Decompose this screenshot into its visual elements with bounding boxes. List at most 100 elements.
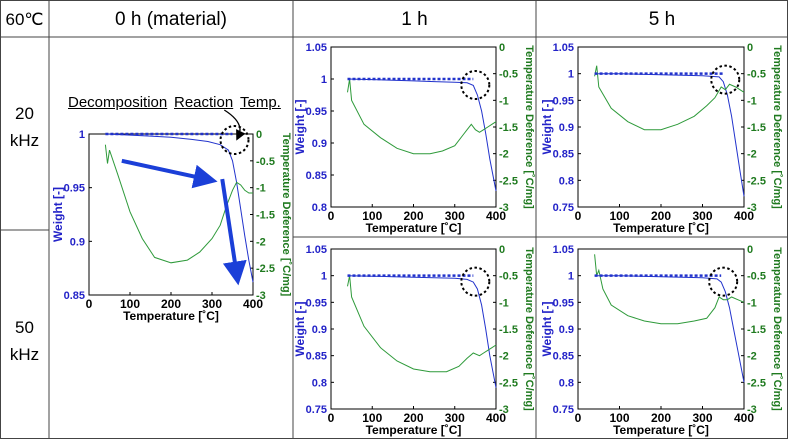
x-tick-label: 0 [328,411,335,425]
y-tick-label: 0.8 [312,377,327,389]
y2-tick-label: -0.5 [747,271,766,283]
x-tick-label: 100 [362,411,382,425]
y2-tick-label: -1 [747,297,757,309]
x-tick-label: 300 [692,411,712,425]
y2-axis-title: Temperature Deference [˚C/mg] [771,247,783,411]
y2-tick-label: 0 [256,129,262,141]
y2-tick-label: -3 [747,202,757,214]
x-axis-title: Temperature [˚C] [123,309,219,323]
y-tick-label: 1 [568,69,574,81]
y-tick-label: 0.9 [312,324,327,336]
y-axis-title: Weight [-] [540,301,554,356]
y-tick-label: 0.75 [553,202,574,214]
chart-svg-1h-20khz: 0 100 200 300 400 0.8 0.85 0.9 0.95 1 1.05 0 -0.5 -1 -… [293,42,535,235]
y-tick-label: 1 [321,271,327,283]
column-header-5h: 5 h [648,9,676,30]
x-tick-label: 200 [651,411,671,425]
y2-tick-label: -0.5 [499,69,518,81]
x-tick-label: 300 [445,411,465,425]
y2-tick-label: -2.5 [747,175,766,187]
chart-panel-0h: 0 100 200 300 400 0.85 0.9 0.95 1 0 -0.5 -1 -1.5 -2 -2… [49,109,293,330]
y2-tick-label: -3 [499,202,509,214]
y-tick-label: 0.85 [553,351,574,363]
y2-tick-label: -2.5 [499,377,518,389]
y-tick-label: 0.85 [64,290,85,302]
y2-tick-label: -1.5 [747,122,766,134]
y-tick-label: 1.05 [553,244,574,256]
y2-tick-label: -3 [747,404,757,416]
y2-tick-label: -2 [499,149,509,161]
row-label-50-unit: kHz [9,345,40,364]
y2-tick-label: -2.5 [256,263,275,275]
x-tick-label: 200 [403,411,423,425]
y2-tick-label: 0 [747,244,753,256]
x-tick-label: 300 [445,209,465,223]
x-tick-label: 400 [486,411,506,425]
y-tick-label: 0.9 [312,138,327,150]
row-label-20-value: 20 [15,104,34,123]
y2-tick-label: 0 [747,42,753,54]
x-axis-title: Temperature [˚C] [366,423,462,437]
temp-diff-series-line [594,65,745,131]
onset-marker-circle [710,64,741,95]
x-tick-label: 300 [202,297,222,311]
y2-axis-title: Temperature Deference [˚C/mg] [523,45,535,209]
temp-diff-series-line [347,275,497,373]
y-tick-label: 1.05 [306,42,327,54]
x-tick-label: 400 [243,297,263,311]
y2-tick-label: -0.5 [747,69,766,81]
y-axis-title: Weight [-] [540,99,554,154]
y2-tick-label: -2 [747,149,757,161]
row-label-20-unit: kHz [9,131,40,150]
y2-tick-label: -2.5 [499,175,518,187]
row-label-50khz: 50 kHz [0,314,49,368]
onset-marker-circle [708,266,739,297]
y-tick-label: 0.85 [553,149,574,161]
x-tick-label: 200 [651,209,671,223]
blue-arrow-slope [220,178,247,286]
row-label-50-value: 50 [15,318,34,337]
y2-tick-label: -1 [256,183,266,195]
corner-temperature-label: 60℃ [5,10,44,29]
onset-marker-circle [460,70,491,100]
x-tick-label: 300 [692,209,712,223]
y-tick-label: 1.05 [306,244,327,256]
y2-tick-label: -2 [499,351,509,363]
y-tick-label: 0.95 [553,95,574,107]
y-tick-label: 0.9 [559,122,574,134]
chart-panel-1h-50khz: 0 100 200 300 400 0.75 0.8 0.85 0.9 0.95 1 1.05 0 -0.… [293,237,536,439]
x-tick-label: 400 [734,411,754,425]
temp-diff-series-line [594,254,745,325]
column-header-1h: 1 h [401,9,428,30]
plot-area [577,248,745,410]
x-tick-label: 0 [86,297,93,311]
y-tick-label: 0.95 [306,106,327,118]
chart-svg-1h-50khz: 0 100 200 300 400 0.75 0.8 0.85 0.9 0.95 1 1.05 0 -0.… [293,244,535,437]
x-tick-label: 100 [609,209,629,223]
x-tick-label: 100 [362,209,382,223]
y2-tick-label: -1 [499,95,509,107]
y-tick-label: 1 [79,129,85,141]
chart-panel-5h-50khz: 0 100 200 300 400 0.75 0.8 0.85 0.9 0.95 1 1.05 0 -0.… [536,237,788,439]
temp-diff-series-line [347,78,497,155]
plot-area [577,46,745,208]
onset-marker-circle [219,125,250,155]
plot-area [330,248,497,410]
annotation-temp: Temp. [240,94,281,111]
row-label-20khz: 20 kHz [0,100,49,154]
chart-svg-0h: 0 100 200 300 400 0.85 0.9 0.95 1 0 -0.5 -1 -1.5 -2 -2… [51,109,292,323]
y2-tick-label: -1.5 [499,122,518,134]
y-axis-title: Weight [-] [293,99,307,154]
y2-tick-label: 0 [499,42,505,54]
y2-tick-label: -3 [499,404,509,416]
y-tick-label: 1 [321,74,327,86]
y2-axis-title: Temperature Deference [˚C/mg] [523,247,535,411]
y2-tick-label: -1.5 [747,324,766,336]
y2-tick-label: -0.5 [256,156,275,168]
temp-diff-series-line [104,144,253,264]
y2-tick-label: -1.5 [499,324,518,336]
y-axis-title: Weight [-] [51,187,65,242]
annotation-decomposition: Decomposition [68,94,168,111]
x-tick-label: 0 [575,411,582,425]
x-tick-label: 0 [328,209,335,223]
